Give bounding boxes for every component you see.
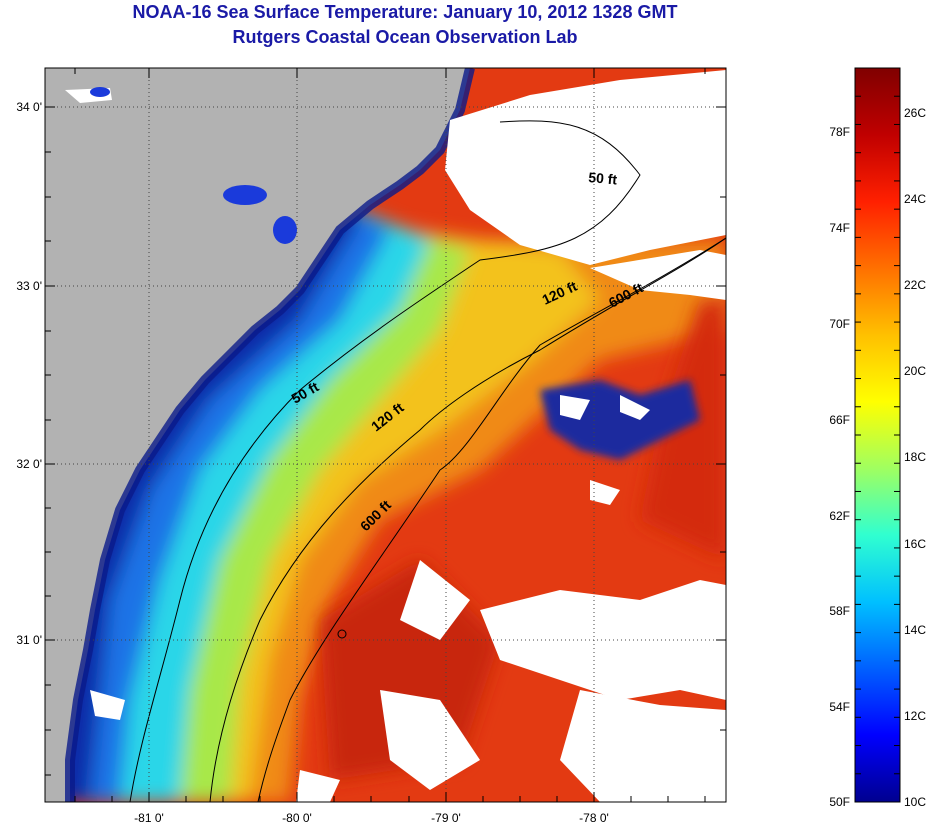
- contour-120ft: [209, 237, 726, 802]
- colorbar-c-label: 22C: [904, 278, 926, 292]
- colorbar-c-label: 12C: [904, 709, 926, 723]
- colorbar-f-label: 62F: [829, 509, 850, 523]
- lat-label: 32 0': [16, 457, 42, 471]
- colorbar-c-label: 14C: [904, 623, 926, 637]
- lat-label: 33 0': [16, 279, 42, 293]
- lon-label: -78 0': [579, 811, 609, 825]
- contour-50ft: [129, 120, 641, 802]
- map-subtitle: Rutgers Coastal Ocean Observation Lab: [232, 27, 578, 47]
- colorbar-f-label: 70F: [829, 317, 850, 331]
- tick-marks: [45, 68, 726, 802]
- cloud-patches: [65, 70, 726, 802]
- lon-label: -81 0': [134, 811, 164, 825]
- contour-ring: [337, 629, 347, 639]
- colorbar-c-label: 26C: [904, 106, 926, 120]
- map-frame: [44, 67, 727, 803]
- colorbar-f-label: 58F: [829, 604, 850, 618]
- colorbar-c-label: 20C: [904, 364, 926, 378]
- colorbar-f-label: 54F: [829, 700, 850, 714]
- band-red-east: [640, 300, 726, 560]
- land-mass: [45, 68, 470, 802]
- lon-label: -79 0': [431, 811, 461, 825]
- colorbar-c-label: 18C: [904, 450, 926, 464]
- colorbar-f-label: 78F: [829, 125, 850, 139]
- colorbar-f-label: 66F: [829, 413, 850, 427]
- colorbar-f-labels: 78F 74F 70F 66F 62F 58F 54F 50F: [829, 125, 850, 809]
- lat-label: 31 0': [16, 633, 42, 647]
- contour-label-50ft-north: 50 ft: [588, 169, 618, 187]
- colorbar-f-label: 50F: [829, 795, 850, 809]
- map-title: NOAA-16 Sea Surface Temperature: January…: [132, 2, 678, 22]
- lat-label: 34 0': [16, 100, 42, 114]
- graticule: [45, 68, 726, 802]
- lon-label: -80 0': [282, 811, 312, 825]
- inland-water: [90, 87, 297, 244]
- colorbar-c-labels: 26C 24C 22C 20C 18C 16C 14C 12C 10C: [904, 106, 926, 809]
- lat-axis-labels: 34 0' 33 0' 32 0' 31 0': [16, 100, 42, 647]
- colorbar: [854, 67, 901, 803]
- bathymetry-contours: [129, 120, 726, 802]
- colorbar-c-label: 10C: [904, 795, 926, 809]
- contour-600ft: [257, 237, 726, 802]
- coastline-fringe: [65, 68, 475, 802]
- colorbar-f-label: 74F: [829, 221, 850, 235]
- colorbar-c-label: 24C: [904, 192, 926, 206]
- colorbar-ticks: [855, 95, 900, 775]
- sst-image: [45, 68, 726, 802]
- colorbar-c-label: 16C: [904, 537, 926, 551]
- lon-axis-labels: -81 0' -80 0' -79 0' -78 0': [134, 811, 609, 825]
